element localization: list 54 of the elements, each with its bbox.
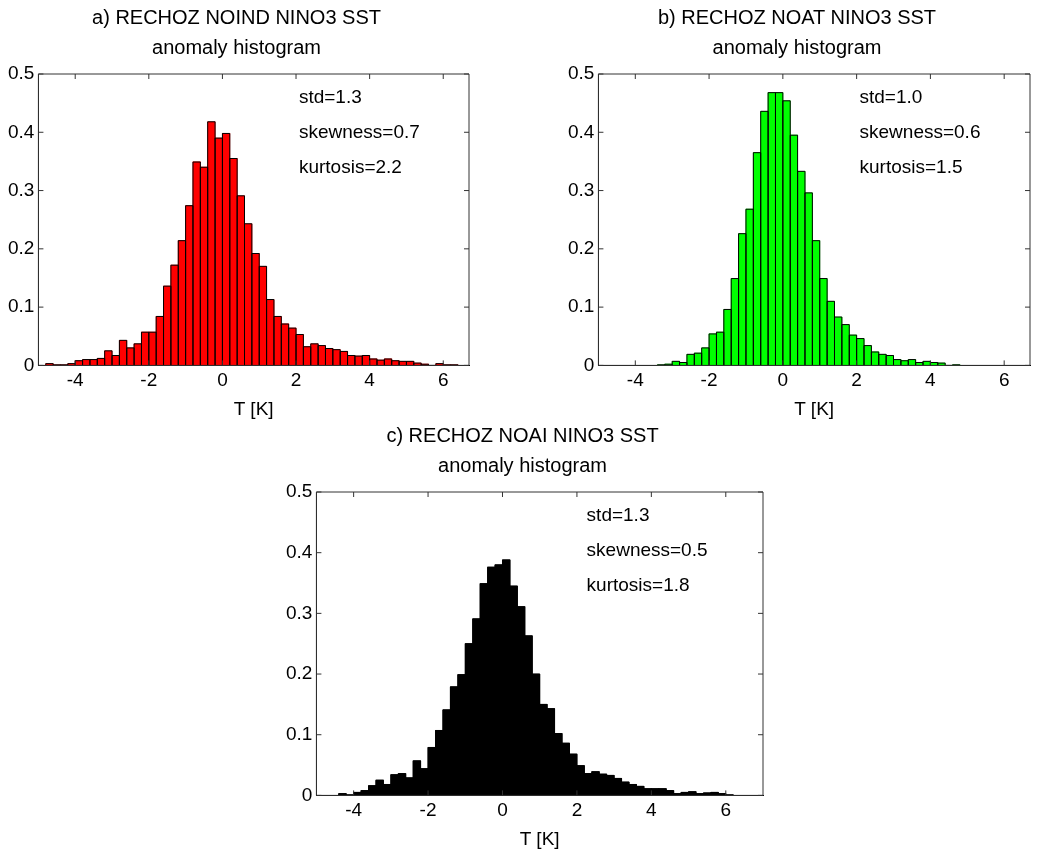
x-tick-label: 0 [217, 369, 228, 391]
x-tick-label: 2 [851, 369, 862, 391]
chart-subtitle: anomaly histogram [152, 35, 321, 58]
y-tick-label: 0.1 [567, 295, 595, 317]
y-tick-label: 0.3 [567, 178, 595, 200]
x-tick-label: 0 [497, 799, 508, 821]
x-axis-title: T [K] [233, 397, 274, 419]
y-tick-label: 0.5 [567, 62, 595, 84]
annotation: skewness=0.7 [298, 121, 420, 143]
annotation: kurtosis=1.5 [859, 156, 963, 178]
y-tick-label: 0.4 [567, 120, 595, 142]
x-tick-label: -4 [626, 369, 645, 391]
annotation: std=1.0 [859, 86, 923, 108]
x-tick-label: -2 [700, 369, 718, 391]
x-axis-title: T [K] [519, 827, 560, 849]
y-tick-label: 0.5 [285, 480, 313, 502]
y-tick-label: 0.3 [7, 178, 35, 200]
y-tick-label: 0.4 [7, 120, 35, 142]
x-tick-label: 2 [571, 799, 583, 821]
x-tick-label: -2 [419, 799, 437, 821]
y-tick-label: 0 [583, 353, 595, 375]
x-tick-label: 6 [437, 369, 449, 391]
y-tick-label: 0.3 [285, 601, 313, 623]
x-tick-label: 2 [290, 369, 302, 391]
annotation: std=1.3 [298, 86, 362, 108]
chart-title: a) RECHOZ NOIND NINO3 SST [92, 5, 381, 28]
x-tick-label: 0 [777, 369, 789, 391]
x-tick-label: 6 [720, 799, 732, 821]
x-tick-label: 4 [646, 799, 658, 821]
y-tick-label: 0.1 [285, 722, 313, 744]
x-axis-title: T [K] [794, 397, 835, 419]
x-tick-label: 4 [925, 369, 937, 391]
y-tick-label: 0 [301, 783, 313, 805]
chart-title: c) RECHOZ NOAI NINO3 SST [386, 423, 659, 446]
y-tick-label: 0.4 [285, 540, 313, 562]
y-tick-label: 0.1 [7, 295, 35, 317]
annotation: skewness=0.6 [859, 121, 981, 143]
x-tick-label: -4 [66, 369, 85, 391]
y-tick-label: 0.2 [567, 237, 595, 259]
y-tick-label: 0 [23, 353, 35, 375]
annotation: std=1.3 [586, 504, 650, 526]
y-tick-label: 0.2 [7, 237, 35, 259]
annotation: skewness=0.5 [586, 539, 708, 561]
y-tick-label: 0.2 [285, 662, 313, 684]
y-tick-label: 0.5 [7, 62, 35, 84]
x-tick-label: -4 [345, 799, 363, 821]
annotation: kurtosis=2.2 [298, 156, 402, 178]
annotation: kurtosis=1.8 [586, 574, 690, 596]
chart-subtitle: anomaly histogram [438, 453, 607, 476]
x-tick-label: 4 [364, 369, 376, 391]
x-tick-label: -2 [140, 369, 158, 391]
chart-subtitle: anomaly histogram [712, 35, 882, 58]
chart-title: b) RECHOZ NOAT NINO3 SST [657, 5, 937, 28]
x-tick-label: 6 [998, 369, 1010, 391]
